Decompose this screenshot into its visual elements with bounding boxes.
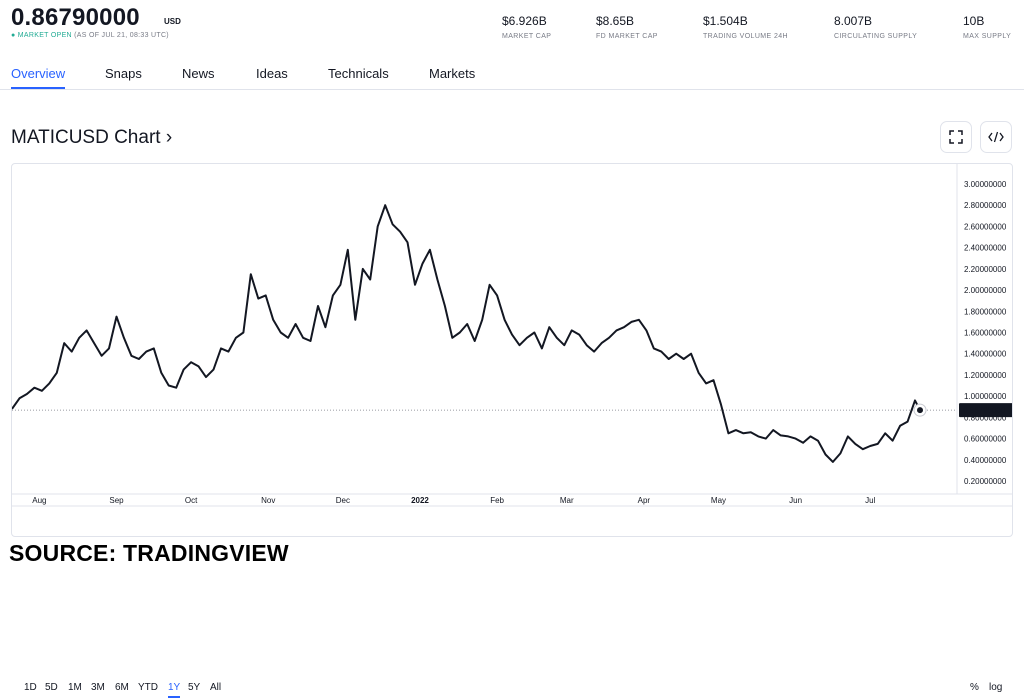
x-tick-label: Jul xyxy=(865,496,875,505)
stat-label: FD MARKET CAP xyxy=(596,33,658,40)
tab-ideas[interactable]: Ideas xyxy=(256,66,288,81)
stat-value: 10B xyxy=(963,14,985,28)
stat-trading-volume: $1.504B TRADING VOLUME 24H xyxy=(703,14,788,40)
x-tick-label: 2022 xyxy=(411,496,429,505)
range-1y[interactable]: 1Y xyxy=(168,682,181,698)
embed-button[interactable] xyxy=(980,121,1012,153)
tab-bar: Overview Snaps News Ideas Technicals Mar… xyxy=(0,60,1024,90)
x-tick-label: Feb xyxy=(490,496,504,505)
stat-value: $6.926B xyxy=(502,14,547,28)
y-tick-label: 1.80000000 xyxy=(964,307,1007,316)
tab-overview[interactable]: Overview xyxy=(11,66,66,89)
x-tick-label: Aug xyxy=(32,496,46,505)
tab-markets[interactable]: Markets xyxy=(429,66,476,81)
percent-scale-toggle[interactable]: % xyxy=(970,682,979,693)
x-tick-label: Mar xyxy=(560,496,574,505)
y-tick-label: 1.20000000 xyxy=(964,371,1007,380)
stat-value: $8.65B xyxy=(596,14,635,28)
stat-label: TRADING VOLUME 24H xyxy=(703,33,788,40)
code-icon xyxy=(988,131,1004,143)
stat-value: $1.504B xyxy=(703,14,748,28)
log-scale-toggle[interactable]: log xyxy=(989,682,1003,693)
y-tick-label: 2.00000000 xyxy=(964,286,1007,295)
as-of-timestamp: (AS OF JUL 21, 08:33 UTC) xyxy=(74,32,169,39)
market-open-indicator: ● MARKET OPEN xyxy=(11,32,72,39)
y-tick-label: 1.40000000 xyxy=(964,350,1007,359)
y-tick-label: 0.20000000 xyxy=(964,477,1007,486)
x-tick-label: Nov xyxy=(261,496,275,505)
price-chart[interactable]: 3.00000000 2.80000000 2.60000000 2.40000000… xyxy=(12,164,1012,536)
y-tick-label: 1.00000000 xyxy=(964,392,1007,401)
market-status: ● MARKET OPEN (AS OF JUL 21, 08:33 UTC) xyxy=(11,32,169,39)
stat-label: MAX SUPPLY xyxy=(963,33,1012,40)
y-tick-label: 3.00000000 xyxy=(964,180,1007,189)
y-tick-label: 0.40000000 xyxy=(964,456,1007,465)
tab-news[interactable]: News xyxy=(182,66,215,81)
source-caption: SOURCE: TRADINGVIEW xyxy=(9,540,289,566)
y-tick-label: 2.80000000 xyxy=(964,201,1007,210)
x-tick-label: Dec xyxy=(336,496,350,505)
current-price: 0.86790000 xyxy=(11,4,140,31)
y-tick-label: 0.60000000 xyxy=(964,435,1007,444)
y-tick-label: 2.20000000 xyxy=(964,265,1007,274)
stat-fd-market-cap: $8.65B FD MARKET CAP xyxy=(596,14,658,40)
y-tick-label: 2.60000000 xyxy=(964,222,1007,231)
chart-panel: 3.00000000 2.80000000 2.60000000 2.40000000… xyxy=(11,163,1013,698)
last-price-label: 0.86790000 xyxy=(963,406,1006,415)
stat-circulating-supply: 8.007B CIRCULATING SUPPLY xyxy=(834,14,917,40)
range-ytd[interactable]: YTD xyxy=(138,682,158,693)
x-tick-label: Jun xyxy=(789,496,802,505)
stat-label: CIRCULATING SUPPLY xyxy=(834,33,918,40)
range-all[interactable]: All xyxy=(210,682,222,693)
last-price-label-bg xyxy=(959,403,1012,418)
x-tick-label: Oct xyxy=(185,496,198,505)
range-6m[interactable]: 6M xyxy=(115,682,129,693)
stat-max-supply: 10B MAX SUPPLY xyxy=(963,14,1011,40)
range-5d[interactable]: 5D xyxy=(45,682,58,693)
range-3m[interactable]: 3M xyxy=(91,682,105,693)
stat-market-cap: $6.926B MARKET CAP xyxy=(502,14,551,40)
x-tick-label: Sep xyxy=(109,496,124,505)
fullscreen-icon xyxy=(949,130,963,144)
y-tick-label: 1.60000000 xyxy=(964,329,1007,338)
stat-value: 8.007B xyxy=(834,14,873,28)
y-tick-label: 2.40000000 xyxy=(964,244,1007,253)
last-point-dot xyxy=(917,407,923,414)
x-tick-label: Apr xyxy=(638,496,651,505)
x-tick-label: May xyxy=(711,496,726,505)
range-1d[interactable]: 1D xyxy=(24,682,37,693)
market-open-label: MARKET OPEN xyxy=(17,32,72,39)
y-tick-label: 0.80000000 xyxy=(964,413,1007,422)
stat-label: MARKET CAP xyxy=(502,33,552,40)
tab-technicals[interactable]: Technicals xyxy=(328,66,389,81)
range-5y[interactable]: 5Y xyxy=(188,682,201,693)
price-line xyxy=(12,204,921,463)
range-1m[interactable]: 1M xyxy=(68,682,82,693)
fullscreen-button[interactable] xyxy=(940,121,972,153)
price-currency: USD xyxy=(164,17,181,26)
chart-title-link[interactable]: MATICUSD Chart › xyxy=(11,127,173,148)
tab-snaps[interactable]: Snaps xyxy=(105,66,142,81)
